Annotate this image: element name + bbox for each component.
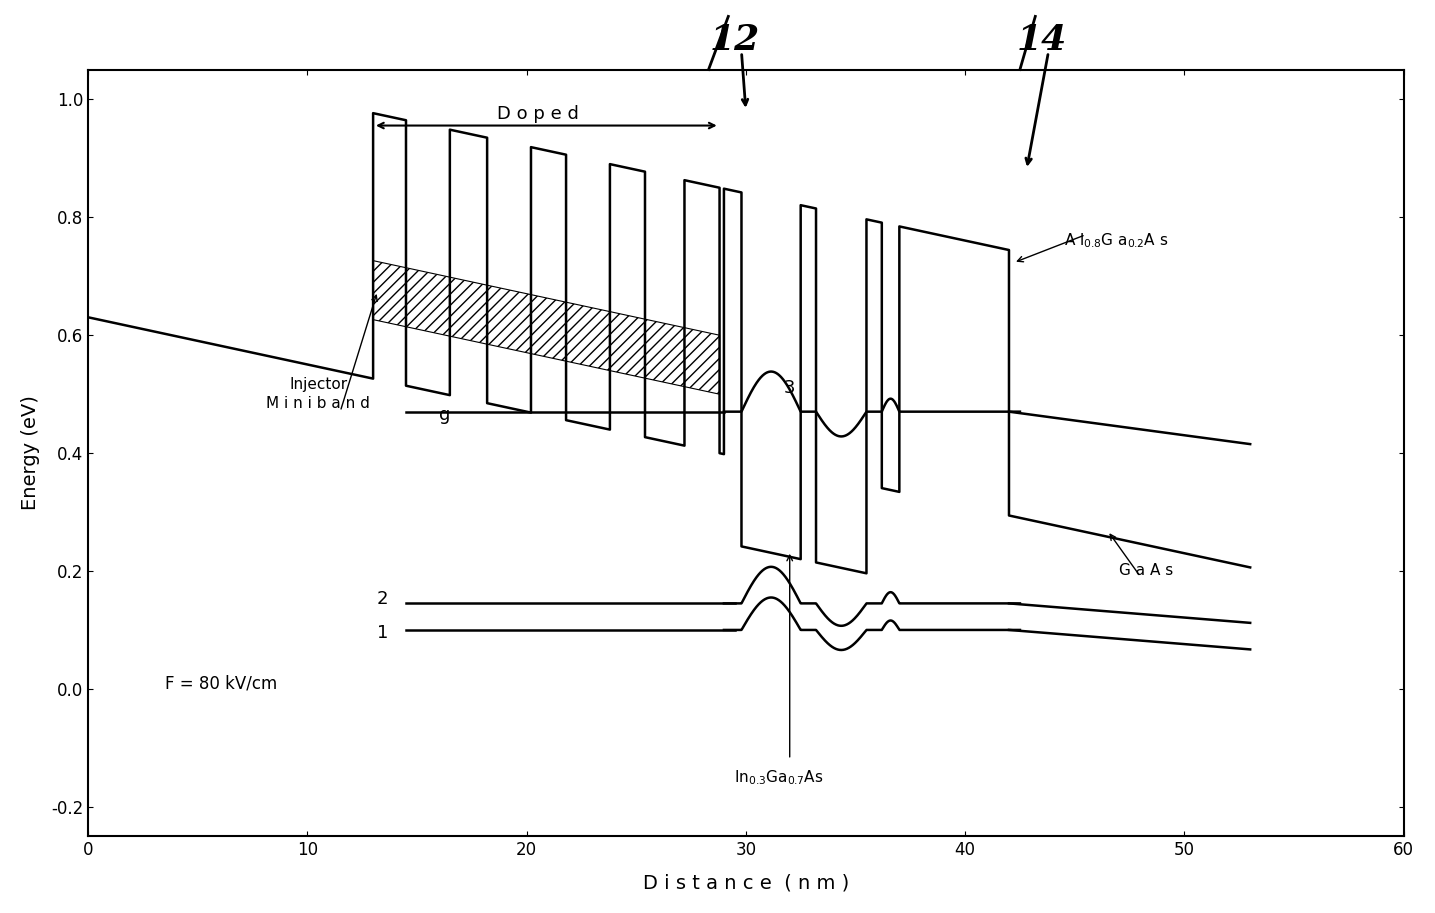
Text: 2: 2 bbox=[377, 590, 389, 608]
Text: G a A s: G a A s bbox=[1119, 563, 1172, 579]
Text: A l$_{0.8}$G a$_{0.2}$A s: A l$_{0.8}$G a$_{0.2}$A s bbox=[1063, 231, 1168, 250]
Text: D o p e d: D o p e d bbox=[497, 105, 578, 122]
Text: Injector
M i n i b a n d: Injector M i n i b a n d bbox=[267, 376, 370, 412]
Text: g: g bbox=[439, 406, 451, 424]
Text: 12: 12 bbox=[710, 23, 761, 57]
Text: In$_{0.3}$Ga$_{0.7}$As: In$_{0.3}$Ga$_{0.7}$As bbox=[735, 768, 824, 787]
Y-axis label: Energy (eV): Energy (eV) bbox=[22, 395, 40, 510]
Text: 3: 3 bbox=[784, 379, 795, 397]
Text: 14: 14 bbox=[1017, 23, 1068, 57]
X-axis label: D i s t a n c e  ( n m ): D i s t a n c e ( n m ) bbox=[643, 873, 850, 892]
Text: F = 80 kV/cm: F = 80 kV/cm bbox=[165, 674, 277, 692]
Text: 1: 1 bbox=[377, 624, 389, 642]
Polygon shape bbox=[373, 260, 719, 394]
